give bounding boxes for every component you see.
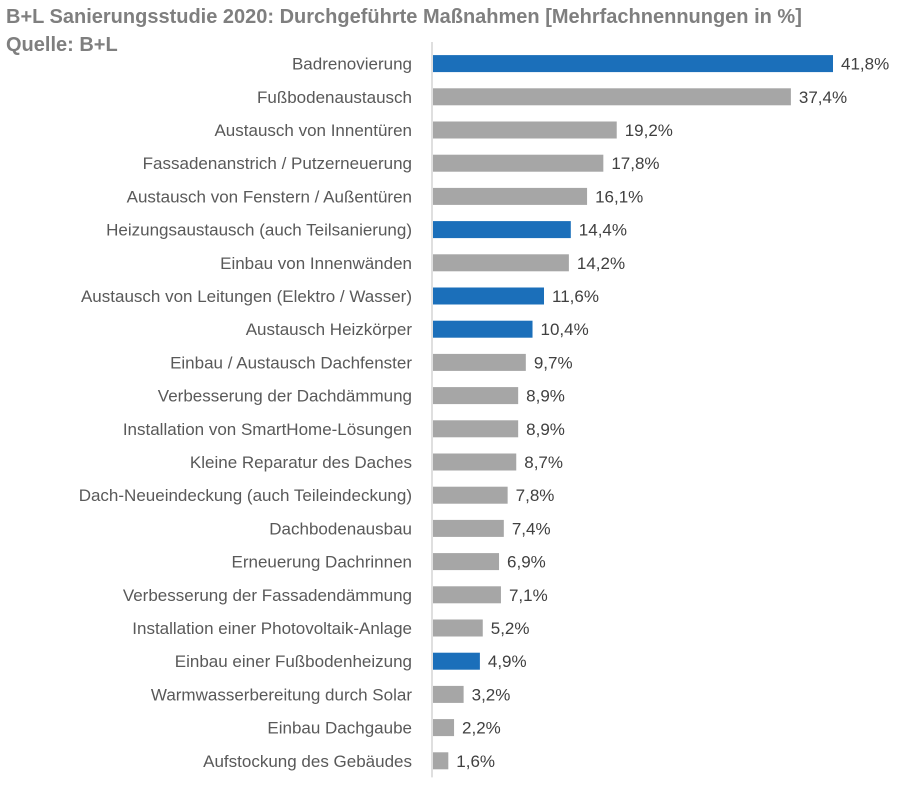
category-label: Einbau einer Fußbodenheizung [175, 652, 412, 671]
value-label: 2,2% [462, 719, 501, 738]
category-label: Austausch von Leitungen (Elektro / Wasse… [81, 287, 412, 306]
bar [433, 752, 449, 770]
category-label: Heizungsaustausch (auch Teilsanierung) [106, 221, 412, 240]
bar [433, 486, 508, 504]
value-label: 7,1% [509, 586, 548, 605]
category-label: Aufstockung des Gebäudes [203, 752, 412, 771]
value-label: 8,9% [526, 420, 565, 439]
category-label: Kleine Reparatur des Daches [190, 453, 412, 472]
bar [433, 320, 533, 338]
bar [433, 586, 501, 604]
bar [433, 187, 588, 205]
category-label: Fußbodenaustausch [257, 88, 412, 107]
bar [433, 55, 833, 73]
category-label: Dach-Neueindeckung (auch Teileindeckung) [79, 486, 412, 505]
category-label: Warmwasserbereitung durch Solar [151, 685, 412, 704]
category-label: Erneuerung Dachrinnen [231, 553, 412, 572]
category-label: Verbesserung der Dachdämmung [158, 387, 412, 406]
category-label: Einbau Dachgaube [267, 719, 412, 738]
value-label: 7,4% [512, 519, 551, 538]
bar [433, 353, 526, 371]
bar [433, 453, 517, 471]
category-label: Austausch von Innentüren [214, 121, 412, 140]
bar [433, 553, 500, 571]
bar [433, 121, 617, 139]
category-label: Installation einer Photovoltaik-Anlage [132, 619, 412, 638]
value-label: 14,4% [579, 221, 627, 240]
value-label: 16,1% [595, 187, 643, 206]
value-label: 1,6% [456, 752, 495, 771]
bar [433, 287, 545, 305]
bar [433, 519, 504, 537]
category-label: Austausch Heizkörper [246, 320, 413, 339]
category-label: Fassadenanstrich / Putzerneuerung [143, 154, 412, 173]
bar [433, 88, 791, 106]
bar [433, 619, 483, 637]
chart-source: Quelle: B+L [6, 34, 118, 56]
chart-title: B+L Sanierungsstudie 2020: Durchgeführte… [6, 6, 802, 28]
category-label: Dachbodenausbau [269, 519, 412, 538]
value-label: 37,4% [799, 88, 847, 107]
bar [433, 254, 569, 272]
category-label: Einbau / Austausch Dachfenster [170, 353, 412, 372]
bar [433, 719, 455, 737]
value-label: 5,2% [491, 619, 530, 638]
category-label: Badrenovierung [292, 55, 412, 74]
value-label: 8,9% [526, 387, 565, 406]
value-label: 17,8% [611, 154, 659, 173]
bar [433, 387, 519, 405]
bar [433, 154, 604, 172]
value-label: 11,6% [552, 287, 599, 306]
value-label: 9,7% [534, 353, 573, 372]
value-label: 6,9% [507, 553, 546, 572]
value-label: 8,7% [524, 453, 563, 472]
value-label: 7,8% [516, 486, 555, 505]
bar [433, 221, 571, 239]
category-label: Installation von SmartHome-Lösungen [123, 420, 412, 439]
value-label: 3,2% [472, 685, 511, 704]
bar [433, 652, 480, 670]
value-label: 19,2% [625, 121, 673, 140]
category-label: Verbesserung der Fassadendämmung [123, 586, 412, 605]
value-label: 14,2% [577, 254, 625, 273]
bar [433, 420, 519, 438]
value-label: 10,4% [541, 320, 589, 339]
value-label: 4,9% [488, 652, 527, 671]
bar [433, 685, 464, 703]
value-label: 41,8% [841, 55, 889, 74]
category-label: Austausch von Fenstern / Außentüren [127, 187, 412, 206]
category-label: Einbau von Innenwänden [220, 254, 412, 273]
